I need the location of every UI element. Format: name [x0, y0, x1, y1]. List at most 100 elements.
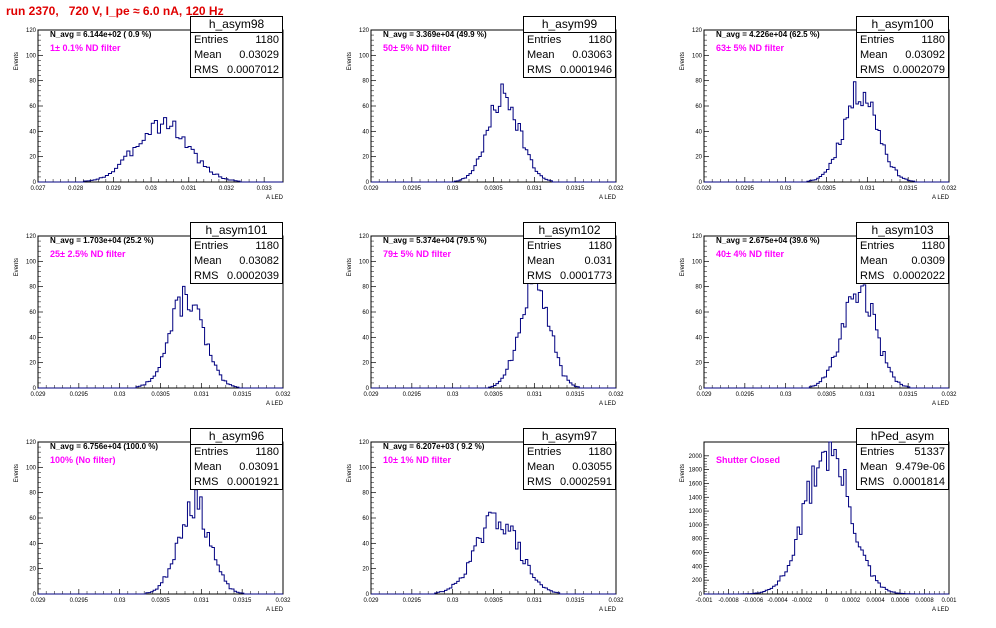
- x-tick-label: 0.031: [527, 392, 543, 398]
- x-tick-label: 0.027: [30, 186, 46, 192]
- x-tick-label: 0.03: [114, 598, 126, 604]
- x-tick-label: 0.0305: [817, 392, 836, 398]
- y-tick-label: 1000: [689, 523, 703, 529]
- stats-value-mean: 0.031: [584, 255, 612, 267]
- histogram-panel-h_asym97: 0 20 40 60 80 100 120 0.029 0.0295 0.03 0.0305 0.03…: [341, 428, 661, 628]
- stats-label-entries: Entries: [194, 446, 229, 458]
- x-tick-label: 0.0004: [866, 598, 885, 604]
- y-axis-title: Events: [680, 464, 686, 482]
- y-tick-label: 0: [366, 180, 370, 186]
- y-tick-label: 100: [26, 465, 37, 471]
- x-tick-label: 0.0305: [484, 186, 503, 192]
- stats-histogram-name: h_asym100: [857, 17, 948, 33]
- histogram-line: [371, 269, 616, 389]
- y-tick-label: 0: [699, 386, 703, 392]
- stats-value-rms: 0.0007012: [227, 64, 279, 76]
- x-tick-label: 0.032: [275, 598, 291, 604]
- stats-value-entries: 1180: [588, 34, 612, 46]
- y-tick-label: 120: [26, 234, 37, 240]
- stats-row-rms: RMS 0.0002591: [524, 475, 615, 490]
- stats-value-rms: 0.0001921: [227, 476, 279, 488]
- stats-value-mean: 9.479e-06: [895, 461, 945, 473]
- y-tick-label: 40: [362, 335, 369, 341]
- stats-row-mean: Mean 0.03029: [191, 48, 282, 63]
- stats-value-rms: 0.0002022: [893, 270, 945, 282]
- x-tick-label: 0.03: [780, 392, 792, 398]
- stats-label-mean: Mean: [194, 461, 222, 473]
- stats-histogram-name: h_asym97: [524, 429, 615, 445]
- stats-label-entries: Entries: [860, 446, 895, 458]
- histogram-line: [704, 284, 949, 389]
- x-tick-label: 0.0315: [233, 598, 252, 604]
- stats-label-rms: RMS: [527, 270, 552, 282]
- y-axis-title: Events: [347, 464, 353, 482]
- stats-box: h_asym100 Entries 1180 Mean 0.03092 RMS 0.0002…: [856, 16, 949, 78]
- y-tick-label: 0: [366, 592, 370, 598]
- stats-value-entries: 1180: [588, 240, 612, 252]
- stats-value-rms: 0.0002591: [560, 476, 612, 488]
- x-tick-label: 0.029: [30, 392, 46, 398]
- y-tick-label: 80: [29, 491, 36, 497]
- histogram-line: [371, 83, 616, 183]
- stats-label-entries: Entries: [860, 240, 895, 252]
- x-tick-label: 0.029: [106, 186, 122, 192]
- stats-row-rms: RMS 0.0001921: [191, 475, 282, 490]
- y-tick-label: 40: [362, 541, 369, 547]
- stats-box: h_asym99 Entries 1180 Mean 0.03063 RMS 0.00019…: [523, 16, 616, 78]
- stats-value-entries: 1180: [921, 34, 945, 46]
- x-tick-label: 0.0315: [566, 186, 585, 192]
- y-tick-label: 60: [362, 104, 369, 110]
- x-tick-label: 0.03: [114, 392, 126, 398]
- stats-label-mean: Mean: [860, 461, 888, 473]
- y-tick-label: 60: [695, 310, 702, 316]
- y-axis-title: Events: [347, 52, 353, 70]
- stats-box: h_asym98 Entries 1180 Mean 0.03029 RMS 0.00070…: [190, 16, 283, 78]
- y-tick-label: 0: [699, 592, 703, 598]
- x-axis-title: A LED: [266, 607, 284, 613]
- y-tick-label: 120: [26, 440, 37, 446]
- stats-value-mean: 0.03091: [239, 461, 279, 473]
- x-tick-label: 0.0305: [817, 186, 836, 192]
- stats-box: h_asym97 Entries 1180 Mean 0.03055 RMS 0.00025…: [523, 428, 616, 490]
- filter-annotation: 25± 2.5% ND filter: [50, 249, 126, 259]
- histogram-plot-h_asym102: 0 20 40 60 80 100 120 0.029 0.0295 0.03 0.0305 0.03…: [347, 234, 624, 407]
- y-tick-label: 20: [362, 567, 369, 573]
- stats-row-entries: Entries 1180: [857, 33, 948, 48]
- x-tick-label: -0.0004: [767, 598, 788, 604]
- x-tick-label: 0.032: [219, 186, 235, 192]
- x-tick-label: 0.03: [145, 186, 157, 192]
- y-tick-label: 60: [29, 310, 36, 316]
- stats-label-entries: Entries: [527, 34, 562, 46]
- stats-histogram-name: h_asym98: [191, 17, 282, 33]
- y-tick-label: 80: [29, 285, 36, 291]
- stats-label-rms: RMS: [527, 476, 552, 488]
- y-tick-label: 20: [362, 361, 369, 367]
- histogram-panel-h_asym100: 0 20 40 60 80 100 120 0.029 0.0295 0.03 0.0305 0.03…: [674, 16, 994, 216]
- y-axis-title: Events: [14, 258, 20, 276]
- y-tick-label: 60: [29, 104, 36, 110]
- histogram-plot-h_asym98: 0 20 40 60 80 100 120 0.027 0.028 0.029 0.03 0.031 0…: [14, 28, 284, 201]
- stats-row-mean: Mean 0.03082: [191, 254, 282, 269]
- y-tick-label: 80: [362, 491, 369, 497]
- stats-row-mean: Mean 0.03091: [191, 460, 282, 475]
- y-tick-label: 2000: [689, 454, 703, 460]
- x-tick-label: 0.029: [696, 392, 712, 398]
- x-tick-label: 0.0315: [566, 598, 585, 604]
- stats-label-mean: Mean: [527, 255, 555, 267]
- x-tick-label: 0.0002: [842, 598, 861, 604]
- stats-label-mean: Mean: [860, 49, 888, 61]
- x-tick-label: 0: [825, 598, 829, 604]
- y-tick-label: 1200: [689, 509, 703, 515]
- stats-label-rms: RMS: [860, 270, 885, 282]
- stats-value-entries: 1180: [255, 34, 279, 46]
- y-tick-label: 60: [362, 516, 369, 522]
- histogram-plot-h_asym103: 0 20 40 60 80 100 120 0.029 0.0295 0.03 0.0305 0.03…: [680, 234, 957, 407]
- x-axis-title: A LED: [266, 401, 284, 407]
- stats-value-entries: 1180: [255, 446, 279, 458]
- x-axis-title: A LED: [266, 195, 284, 201]
- stats-value-mean: 0.03055: [572, 461, 612, 473]
- y-tick-label: 40: [695, 129, 702, 135]
- filter-annotation: 79± 5% ND filter: [383, 249, 451, 259]
- stats-row-mean: Mean 0.03055: [524, 460, 615, 475]
